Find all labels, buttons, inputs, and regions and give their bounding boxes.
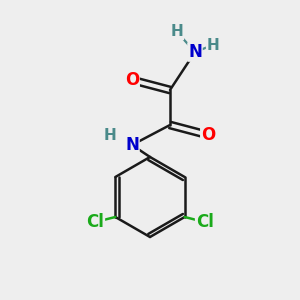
Text: O: O (201, 126, 215, 144)
Text: N: N (188, 43, 202, 61)
Text: H: H (103, 128, 116, 142)
Text: O: O (125, 71, 139, 89)
Text: N: N (125, 136, 139, 154)
Text: Cl: Cl (196, 213, 214, 231)
Text: H: H (207, 38, 219, 52)
Text: Cl: Cl (86, 213, 104, 231)
Text: H: H (171, 25, 183, 40)
